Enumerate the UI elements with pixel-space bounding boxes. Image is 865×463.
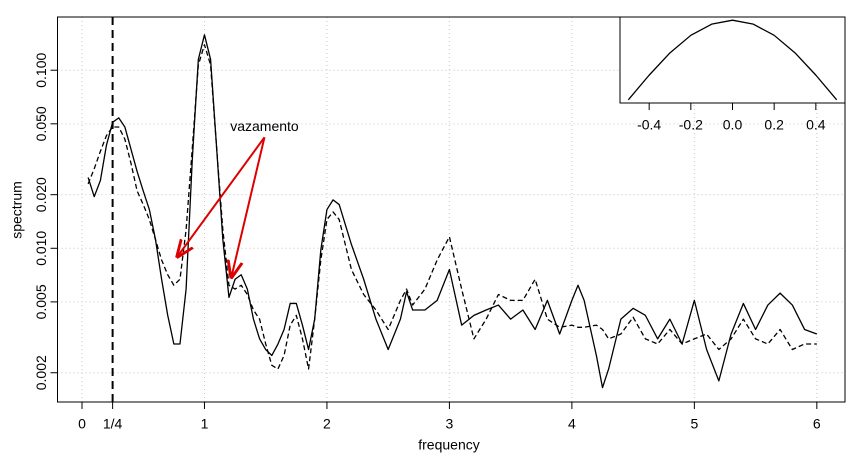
- x-tick-label: 1: [201, 416, 209, 432]
- data-line: [87, 34, 818, 389]
- annotation-text: vazamento: [230, 118, 299, 134]
- y-tick-label: 0.100: [33, 52, 49, 87]
- y-tick-label: 0.010: [33, 231, 49, 266]
- data-line: [627, 19, 838, 101]
- x-tick-label: 4: [568, 416, 576, 432]
- annotation-arrow: [178, 136, 266, 256]
- y-tick-label: 0.020: [33, 177, 49, 212]
- inset-background: [620, 17, 845, 103]
- y-axis-label: spectrum: [9, 181, 25, 239]
- data-line: [87, 44, 817, 370]
- x-tick-label: 5: [690, 416, 698, 432]
- x-tick-label: 6: [813, 416, 821, 432]
- plot-frame: [57, 16, 846, 403]
- x-tick-label: -0.4: [637, 117, 661, 133]
- x-tick-label: 3: [446, 416, 454, 432]
- y-tick-label: 0.005: [33, 284, 49, 319]
- x-tick-label: 1/4: [103, 416, 123, 432]
- y-tick-label: 0.002: [33, 355, 49, 390]
- x-tick-label: 0.2: [764, 117, 784, 133]
- inset-frame: [619, 16, 846, 104]
- x-tick-label: 0.0: [723, 117, 743, 133]
- x-tick-label: 2: [323, 416, 331, 432]
- annotation-arrow: [231, 137, 266, 277]
- x-tick-label: -0.2: [679, 117, 703, 133]
- x-tick-label: 0.4: [806, 117, 826, 133]
- y-tick-label: 0.050: [33, 106, 49, 141]
- x-tick-label: 0: [78, 416, 86, 432]
- x-axis-label: frequency: [418, 437, 479, 453]
